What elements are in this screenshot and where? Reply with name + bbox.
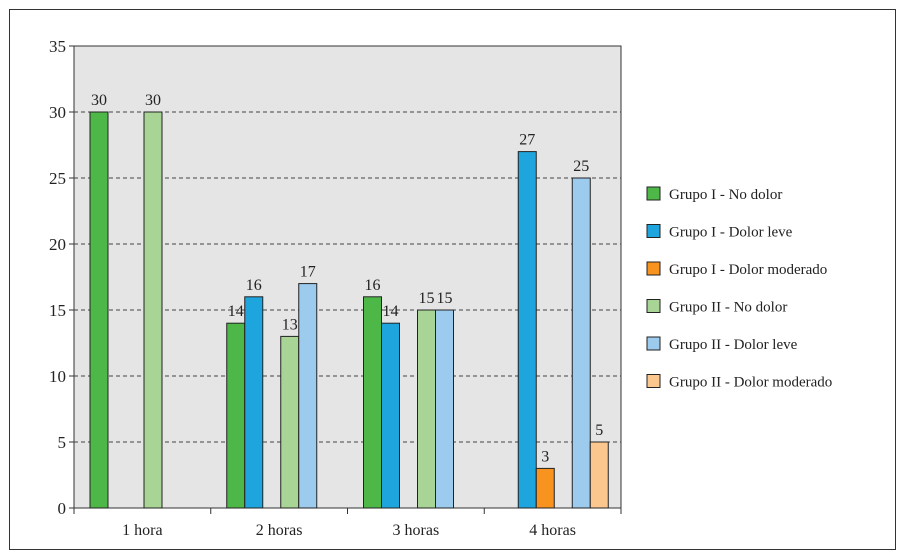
bar <box>381 322 400 509</box>
y-tick-label: 20 <box>49 235 66 254</box>
y-tick-label: 35 <box>49 37 66 56</box>
legend-label: Grupo II - Dolor leve <box>669 337 798 353</box>
data-label: 16 <box>246 277 262 294</box>
bar <box>298 283 318 509</box>
legend-swatch <box>646 261 661 276</box>
bar <box>244 296 264 509</box>
bar <box>226 322 246 509</box>
bar <box>571 177 591 509</box>
bar <box>535 467 555 509</box>
data-label: 3 <box>541 448 549 465</box>
data-label: 5 <box>595 422 603 439</box>
legend-swatch <box>646 186 661 201</box>
y-tick-label: 10 <box>49 367 66 386</box>
data-label: 13 <box>282 316 298 333</box>
bar <box>89 111 109 509</box>
legend-swatch <box>646 224 661 238</box>
data-label: 27 <box>519 132 535 149</box>
legend-swatch <box>646 299 661 313</box>
legend-label: Grupo II - No dolor <box>669 300 787 316</box>
y-tick-label: 15 <box>49 301 66 320</box>
data-label: 30 <box>91 92 107 109</box>
bar <box>435 309 454 509</box>
chart-frame: 0 5 10 15 20 25 30 35 1 hora 2 horas 3 horas 4 hora… <box>9 9 896 550</box>
x-category-label: 3 horas <box>393 522 440 539</box>
y-tick-label: 30 <box>49 103 66 122</box>
legend-label: Grupo I - Dolor moderado <box>669 262 827 278</box>
data-label: 16 <box>365 277 381 294</box>
legend-label: Grupo II - Dolor moderado <box>669 375 832 391</box>
bar <box>417 309 436 509</box>
data-label: 14 <box>383 303 399 320</box>
bar <box>143 111 163 509</box>
bar <box>589 441 609 509</box>
data-label: 30 <box>145 92 161 109</box>
x-category-label: 1 hora <box>122 522 162 539</box>
data-label: 14 <box>228 303 244 320</box>
bar <box>517 151 537 509</box>
bar <box>280 335 300 509</box>
x-category-label: 4 horas <box>529 522 576 539</box>
y-tick-label: 5 <box>58 433 67 452</box>
legend-swatch <box>646 336 661 351</box>
legend-swatch <box>646 374 661 388</box>
legend-label: Grupo I - Dolor leve <box>669 225 793 241</box>
data-label: 17 <box>300 264 316 281</box>
data-label: 25 <box>573 158 589 175</box>
data-label: 15 <box>437 290 453 307</box>
y-tick-label: 25 <box>49 169 66 188</box>
legend-label: Grupo I - No dolor <box>669 187 782 203</box>
data-label: 15 <box>419 290 435 307</box>
bar <box>363 296 382 509</box>
x-category-label: 2 horas <box>256 522 303 539</box>
y-tick-label: 0 <box>58 499 67 518</box>
